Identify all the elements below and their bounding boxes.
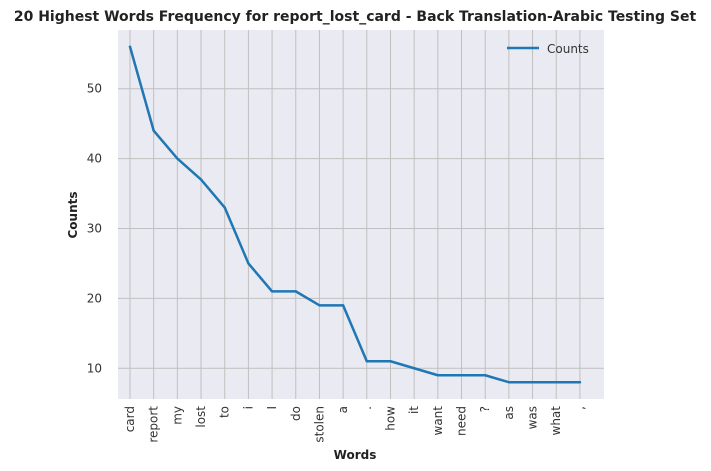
data-point-14 [460, 374, 463, 377]
y-gridlines [118, 88, 604, 369]
x-tick-label-0: card [123, 406, 137, 432]
data-point-10 [365, 360, 368, 363]
x-tick-label-11: how [383, 406, 397, 431]
series-layer [128, 45, 582, 384]
plot-area [118, 30, 604, 399]
x-tick-label-10: . [360, 406, 374, 410]
data-point-5 [247, 262, 250, 265]
x-tick-label-18: what [549, 406, 563, 436]
data-point-18 [555, 381, 558, 384]
x-tick-label-13: want [431, 406, 445, 436]
y-tick-label-50: 50 [87, 82, 102, 96]
x-tick-label-5: i [241, 406, 255, 409]
data-point-19 [578, 381, 582, 384]
y-tick-label-20: 20 [87, 291, 102, 305]
y-tick-label-30: 30 [87, 221, 102, 235]
y-axis-label: Counts [66, 191, 80, 238]
data-point-13 [436, 374, 440, 377]
y-axis-ticks: 10 20 30 40 50 [87, 82, 102, 376]
data-point-2 [176, 157, 179, 160]
x-tick-label-9: a [336, 406, 350, 413]
data-point-15 [484, 374, 487, 377]
y-tick-label-10: 10 [87, 361, 102, 375]
x-tick-label-19: , [573, 406, 587, 410]
x-tick-label-12: it [407, 406, 421, 414]
data-point-1 [152, 129, 155, 132]
x-gridlines [129, 30, 581, 399]
data-point-8 [318, 304, 321, 307]
x-tick-label-8: stolen [312, 406, 326, 443]
legend: Counts [507, 42, 589, 56]
chart-title: 20 Highest Words Frequency for report_lo… [14, 9, 697, 25]
x-axis-label: Words [334, 448, 377, 462]
x-tick-label-3: lost [194, 406, 208, 428]
data-point-7 [294, 290, 297, 293]
x-tick-label-17: was [526, 406, 540, 429]
legend-label-counts: Counts [547, 42, 589, 56]
series-line-counts [128, 45, 582, 384]
x-tick-label-16: as [502, 406, 516, 420]
x-tick-label-15: ? [478, 406, 492, 412]
data-point-11 [389, 360, 392, 363]
x-tick-label-6: I [265, 406, 279, 410]
y-tick-label-40: 40 [87, 152, 102, 166]
x-tick-label-14: need [455, 406, 469, 436]
x-tick-label-7: do [289, 406, 303, 421]
data-point-6 [270, 290, 274, 293]
data-point-0 [128, 45, 132, 48]
x-tick-label-4: to [218, 406, 232, 418]
data-point-16 [507, 381, 511, 384]
data-point-9 [341, 304, 345, 307]
data-point-4 [223, 206, 226, 209]
x-tick-label-1: report [147, 406, 161, 443]
data-point-3 [199, 178, 203, 181]
data-point-17 [531, 381, 534, 384]
x-tick-label-2: my [170, 406, 184, 425]
data-point-12 [412, 367, 416, 370]
